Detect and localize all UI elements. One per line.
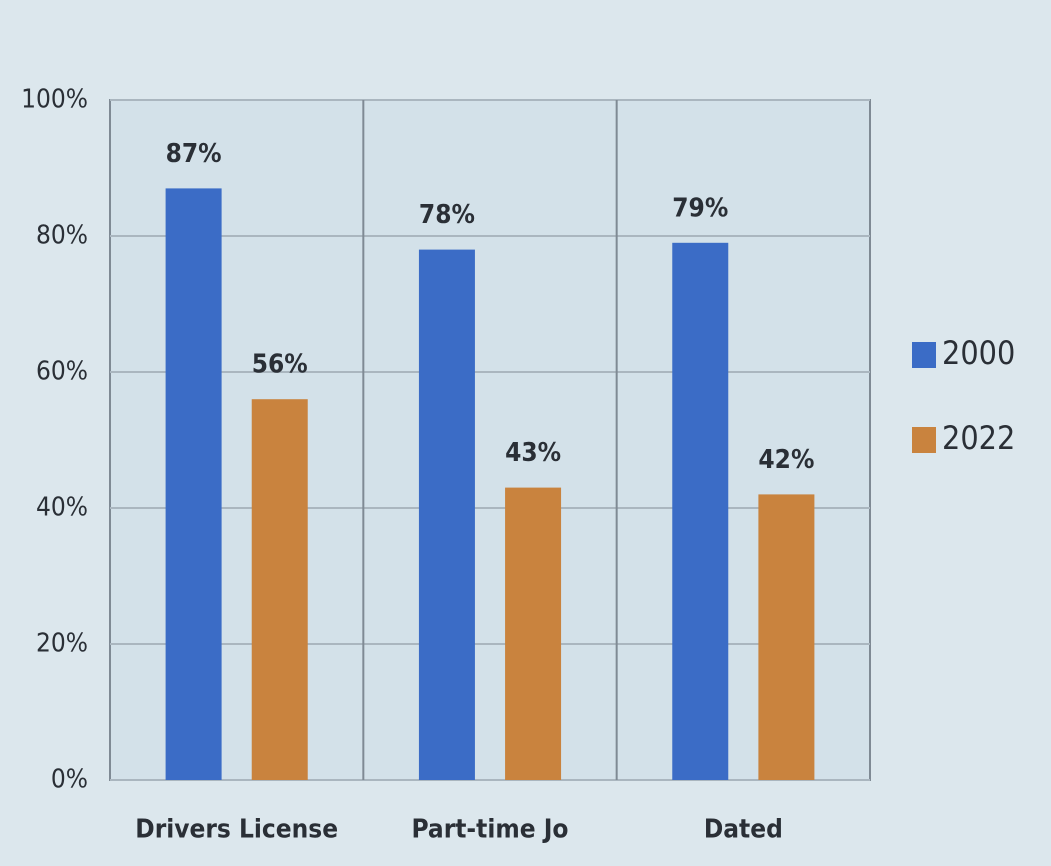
y-tick-label: 20% (36, 629, 88, 659)
bar (672, 243, 728, 780)
bar (419, 250, 475, 780)
bar (252, 399, 308, 780)
x-tick-label: Dated (704, 815, 783, 845)
chart: 0% 20% 40% 60% 80% 100% Drivers License 87% 56% P… (0, 0, 1051, 866)
value-label: 56% (252, 350, 308, 380)
legend-label: 2022 (942, 419, 1015, 457)
page: 0% 20% 40% 60% 80% 100% Drivers License 87% 56% P… (0, 0, 1051, 866)
bar (166, 188, 222, 780)
y-tick-label: 60% (36, 357, 88, 387)
x-tick-label: Drivers License (135, 815, 338, 845)
y-tick-label: 100% (21, 85, 88, 115)
plot-area (110, 100, 870, 780)
bar (758, 494, 814, 780)
value-label: 87% (166, 139, 222, 169)
y-tick-label: 40% (36, 493, 88, 523)
value-label: 79% (672, 193, 728, 223)
y-tick-label: 80% (36, 221, 88, 251)
value-label: 78% (419, 200, 475, 230)
legend-label: 2000 (942, 334, 1015, 372)
y-tick-label: 0% (51, 765, 88, 795)
legend-swatch (912, 427, 936, 453)
bar (505, 488, 561, 780)
value-label: 42% (758, 445, 814, 475)
x-tick-label: Part-time Jo (411, 815, 568, 845)
legend-swatch (912, 342, 936, 368)
value-label: 43% (505, 438, 561, 468)
